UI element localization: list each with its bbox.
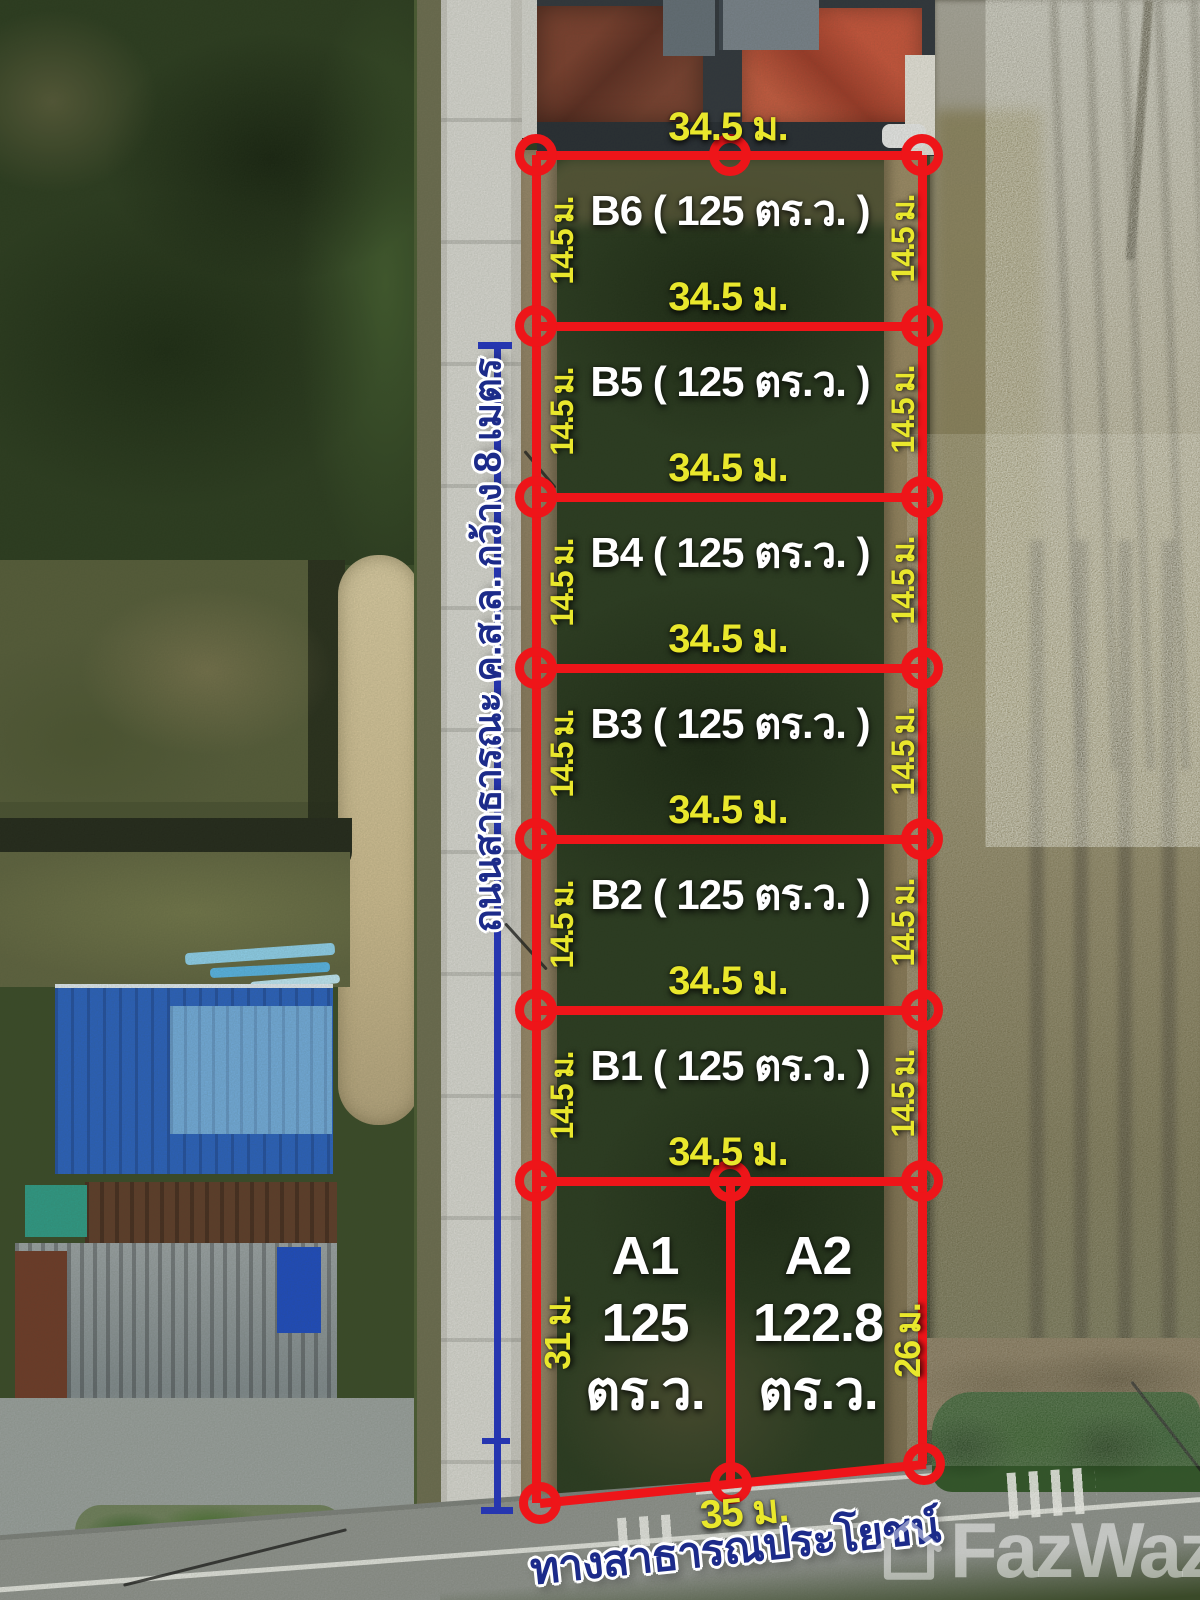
- plot-a1-area: 125: [601, 1293, 689, 1353]
- survey-marker-circle: [901, 647, 943, 689]
- survey-marker-circle: [903, 1443, 945, 1485]
- dimension-tick: [481, 1507, 513, 1514]
- depth-label-left: 14.5 ม.: [544, 881, 580, 969]
- plot-a1-unit: ตร.ว.: [585, 1361, 705, 1421]
- survey-marker-circle: [515, 305, 557, 347]
- plot-line-horizontal: [536, 663, 922, 673]
- plot-a1-name: A1: [611, 1226, 679, 1286]
- survey-marker-circle: [901, 1160, 943, 1202]
- survey-marker-circle: [710, 1462, 752, 1504]
- survey-marker-circle: [515, 134, 557, 176]
- depth-label-right: 14.5 ม.: [885, 1050, 921, 1138]
- width-label: 34.5 ม.: [668, 617, 788, 661]
- plot-line-right: [917, 155, 927, 1464]
- survey-marker-circle: [901, 476, 943, 518]
- plot-b2-label: B2 ( 125 ตร.ว. ): [590, 871, 870, 918]
- dimension-tick: [478, 342, 512, 349]
- dimension-tick: [482, 1438, 510, 1444]
- depth-label-left: 14.5 ม.: [544, 710, 580, 798]
- survey-marker-circle: [515, 818, 557, 860]
- width-label-top: 34.5 ม.: [668, 105, 788, 149]
- plot-b5-label: B5 ( 125 ตร.ว. ): [590, 358, 870, 405]
- plot-line-horizontal: [536, 492, 922, 502]
- depth-label-a1: 31 ม.: [537, 1296, 578, 1370]
- road-dimension-line: [494, 346, 501, 1512]
- plot-b1-label: B1 ( 125 ตร.ว. ): [590, 1042, 870, 1089]
- survey-marker-circle: [519, 1482, 561, 1524]
- road-name-label: ถนนสาธารณะ ค.ส.ล. กว้าง 8 เมตร: [467, 357, 510, 933]
- depth-label-right: 14.5 ม.: [885, 366, 921, 454]
- plot-a2-unit: ตร.ว.: [758, 1361, 878, 1421]
- survey-marker-circle: [901, 989, 943, 1031]
- survey-marker-circle: [901, 818, 943, 860]
- survey-marker-circle: [515, 989, 557, 1031]
- depth-label-left: 14.5 ม.: [544, 197, 580, 285]
- depth-label-left: 14.5 ม.: [544, 368, 580, 456]
- depth-label-left: 14.5 ม.: [544, 1052, 580, 1140]
- plot-a2-name: A2: [784, 1226, 852, 1286]
- survey-marker-circle: [515, 647, 557, 689]
- depth-label-right: 14.5 ม.: [885, 195, 921, 283]
- plot-line-horizontal: [536, 834, 922, 844]
- depth-label-left: 14.5 ม.: [544, 539, 580, 627]
- depth-label-right: 14.5 ม.: [885, 879, 921, 967]
- depth-label-a2: 26 ม.: [887, 1304, 928, 1378]
- width-label: 34.5 ม.: [668, 788, 788, 832]
- plot-line-horizontal: [536, 1005, 922, 1015]
- plot-a2-area: 122.8: [752, 1293, 884, 1353]
- plot-line-horizontal: [536, 321, 922, 331]
- depth-label-right: 14.5 ม.: [885, 537, 921, 625]
- width-label: 34.5 ม.: [668, 1130, 788, 1174]
- survey-marker-circle: [709, 1160, 751, 1202]
- house-icon: [876, 1520, 942, 1580]
- plot-b4-label: B4 ( 125 ตร.ว. ): [590, 529, 870, 576]
- survey-marker-circle: [901, 134, 943, 176]
- survey-marker-circle: [709, 134, 751, 176]
- width-label: 34.5 ม.: [668, 446, 788, 490]
- width-label: 34.5 ม.: [668, 959, 788, 1003]
- survey-marker-circle: [515, 1160, 557, 1202]
- depth-label-right: 14.5 ม.: [885, 708, 921, 796]
- plot-b6-label: B6 ( 125 ตร.ว. ): [590, 187, 870, 234]
- watermark-brand: FazWaz: [950, 1505, 1200, 1594]
- width-label: 34.5 ม.: [668, 275, 788, 319]
- plot-b3-label: B3 ( 125 ตร.ว. ): [590, 700, 870, 747]
- survey-marker-circle: [515, 476, 557, 518]
- plot-line-a-divider: [725, 1181, 735, 1483]
- fazwaz-watermark: FazWaz: [872, 1506, 1200, 1594]
- survey-marker-circle: [901, 305, 943, 347]
